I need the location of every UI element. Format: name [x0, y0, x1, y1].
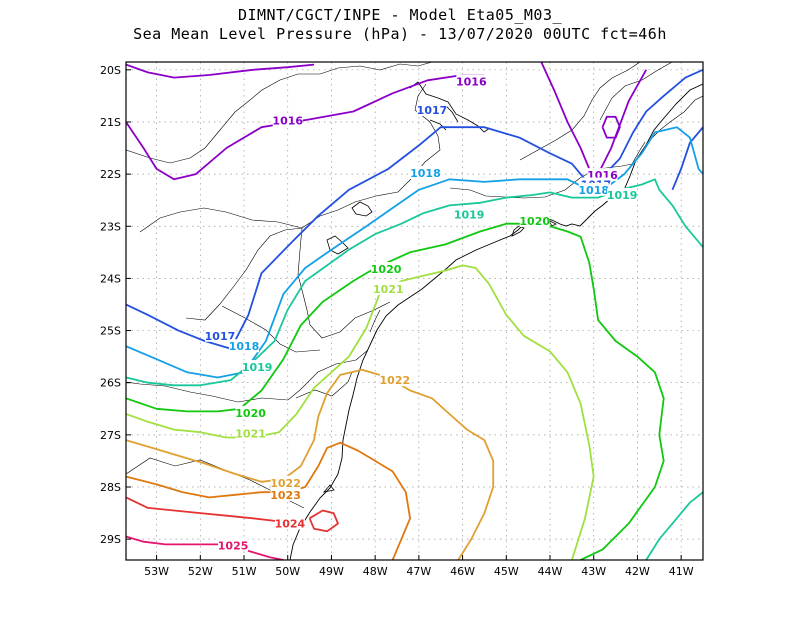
lat-tick-label: 27S [100, 429, 121, 442]
isobar-label-1020: 1020 [371, 263, 402, 276]
lon-tick-label: 53W [144, 565, 169, 578]
isobar-label-1020: 1020 [519, 215, 550, 228]
isobar-label-bg [235, 405, 266, 419]
isobar-label-1020: 1020 [235, 407, 266, 420]
lat-tick-label: 23S [100, 220, 121, 233]
isobar-label-bg [371, 262, 402, 276]
isobar-1017 [671, 126, 703, 191]
isobar-label-1016: 1016 [456, 75, 487, 88]
lon-tick-label: 51W [232, 565, 257, 578]
isobar-labels: 1016101610161017101710171018101810181019… [204, 74, 638, 552]
axis-ticks: 53W 52W 51W 50W 49W 48W 47W 46W 45W 44W 43W 42W 41W 2… [100, 64, 694, 578]
isobar-label-1016: 1016 [272, 114, 303, 127]
isobar-label-1021: 1021 [235, 427, 266, 440]
isobar-label-bg [454, 207, 485, 221]
state-borders [126, 62, 703, 509]
isobar-label-bg [578, 182, 609, 196]
isobars [126, 62, 703, 560]
chart-subtitle: Sea Mean Level Pressure (hPa) - 13/07/20… [133, 25, 667, 43]
isobar-label-1023: 1023 [270, 489, 301, 502]
lat-tick-label: 28S [100, 481, 121, 494]
lon-tick-label: 46W [450, 565, 475, 578]
isobar-label-bg [272, 113, 303, 127]
isobar-1021 [126, 264, 595, 560]
isobar-segment [645, 491, 703, 560]
isobar-1024 [126, 496, 293, 527]
isobar-label-1018: 1018 [578, 184, 609, 197]
lat-tick-label: 22S [100, 168, 121, 181]
lon-tick-label: 48W [363, 565, 388, 578]
lat-tick-label: 20S [100, 64, 121, 77]
isobar-1016 [601, 115, 621, 139]
isobar-label-1022: 1022 [380, 374, 411, 387]
isobar-label-bg [410, 166, 441, 180]
isobar-label-bg [229, 339, 260, 353]
isobar-label-bg [456, 74, 487, 88]
lon-tick-label: 47W [406, 565, 431, 578]
isobar-1024 [308, 509, 339, 533]
lon-tick-label: 45W [494, 565, 519, 578]
isobar-label-1022: 1022 [270, 477, 301, 490]
isobar-label-1025: 1025 [218, 539, 249, 552]
lon-tick-label: 41W [669, 565, 694, 578]
lon-tick-label: 42W [625, 565, 650, 578]
isobar-label-bg [242, 360, 273, 374]
lon-tick-label: 43W [581, 565, 606, 578]
reservoirs [326, 81, 491, 255]
isobar-1016 [126, 63, 315, 79]
isobar-1019 [126, 178, 703, 387]
isobar-label-1021: 1021 [373, 283, 404, 296]
isobar-1022 [126, 368, 495, 560]
isobar-1016 [126, 74, 485, 181]
lon-tick-label: 50W [275, 565, 300, 578]
isobar-label-bg [235, 426, 266, 440]
isobar-label-bg [270, 487, 301, 501]
lat-tick-label: 26S [100, 377, 121, 390]
graticule [126, 62, 703, 560]
lat-tick-label: 25S [100, 325, 121, 338]
plot-frame [125, 61, 704, 561]
isobar-label-bg [218, 538, 249, 552]
lat-tick-label: 29S [100, 533, 121, 546]
isobar-label-bg [373, 281, 404, 295]
isobar-label-1017: 1017 [417, 104, 448, 117]
lon-tick-label: 52W [188, 565, 213, 578]
isobar-label-bg [274, 516, 305, 530]
isobar-label-1019: 1019 [607, 189, 638, 202]
isobar-label-1017: 1017 [205, 330, 236, 343]
isobar-label-bg [607, 187, 638, 201]
isobar-label-bg [519, 214, 550, 228]
lon-tick-label: 49W [319, 565, 344, 578]
isobar-label-bg [379, 373, 410, 387]
isobar-label-1024: 1024 [275, 517, 306, 530]
lat-tick-label: 24S [100, 272, 121, 285]
lat-tick-label: 21S [100, 116, 121, 129]
chart-title: DIMNT/CGCT/INPE - Model Eta05_M03_ [237, 6, 563, 24]
isobar-1025 [126, 535, 284, 560]
isobar-label-1018: 1018 [410, 167, 441, 180]
isobar-label-1019: 1019 [454, 208, 485, 221]
isobar-label-bg [270, 475, 301, 489]
isobar-1023 [126, 441, 411, 560]
isobar-label-bg [416, 102, 447, 116]
isobar-label-1019: 1019 [242, 361, 273, 374]
isobar-label-1018: 1018 [229, 340, 260, 353]
isobar-label-bg [204, 328, 235, 342]
lon-tick-label: 44W [538, 565, 563, 578]
